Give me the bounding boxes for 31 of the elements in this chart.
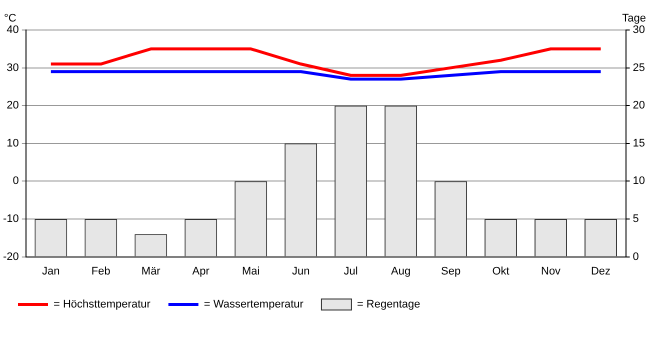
x-tick-label: Apr [192,265,210,278]
x-tick-label: Mär [141,265,161,278]
y2-tick-label: 20 [632,100,646,112]
y2-axis-title: Tage [622,12,646,25]
x-tick-label: Jul [344,265,358,278]
y-tick-label: 20 [6,100,19,112]
y-tick-label: -10 [2,213,19,226]
x-tick-label: Nov [541,265,562,278]
y-tick-label: 40 [6,24,19,36]
x-tick-label: Okt [492,265,510,278]
x-tick-label: Mai [242,265,260,278]
y-tick-label: 0 [12,175,19,188]
legend-label: = Höchsttemperatur [54,298,151,311]
y2-tick-label: 5 [632,213,639,226]
x-tick-label: Jun [292,265,310,278]
y-axis-title: °C [4,12,16,25]
x-tick-label: Jan [42,265,60,278]
x-tick-label: Feb [91,265,110,278]
y2-tick-label: 15 [632,137,646,150]
x-tick-label: Dez [590,265,611,278]
legend-label: = Wassertemperatur [204,298,304,311]
y2-tick-label: 0 [632,250,639,263]
y2-tick-label: 25 [632,62,646,74]
x-tick-label: Aug [391,265,411,278]
y-tick-label: 30 [6,62,19,74]
y-tick-label: 10 [6,137,19,150]
x-tick-label: Sep [441,265,461,278]
y-tick-label: -20 [2,250,19,263]
y2-tick-label: 10 [632,175,646,188]
legend-label: = Regentage [356,298,420,311]
y2-tick-label: 30 [632,24,646,36]
